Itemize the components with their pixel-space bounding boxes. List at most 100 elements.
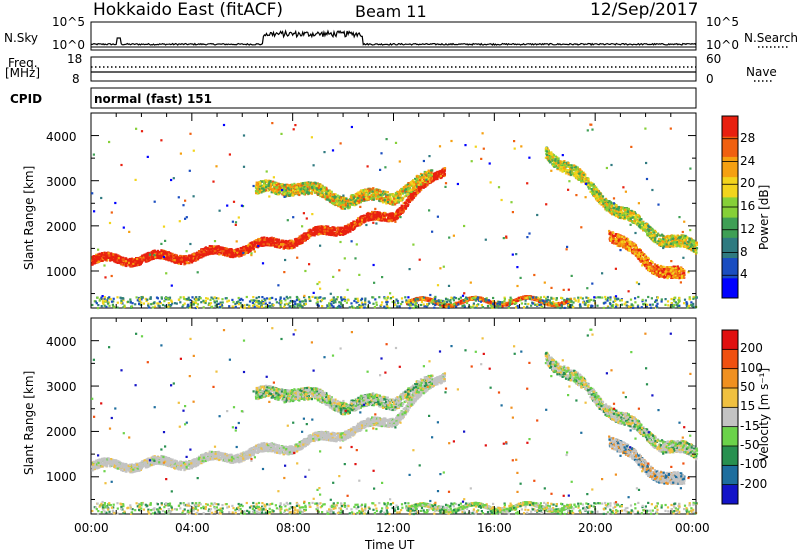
power-point bbox=[368, 190, 370, 192]
power-point bbox=[188, 262, 190, 264]
power-point bbox=[410, 181, 412, 183]
power-point bbox=[419, 179, 421, 181]
power-point bbox=[311, 193, 313, 195]
power-point bbox=[426, 184, 428, 186]
power-point bbox=[382, 213, 384, 215]
power-point bbox=[440, 175, 442, 177]
power-point bbox=[125, 265, 127, 267]
power-point bbox=[287, 240, 289, 242]
power-point bbox=[321, 192, 323, 194]
power-point bbox=[296, 245, 298, 247]
power-point bbox=[397, 209, 399, 211]
power-point bbox=[444, 167, 446, 169]
power-point bbox=[266, 184, 268, 186]
power-point bbox=[351, 226, 353, 228]
power-point bbox=[289, 246, 291, 248]
power-point bbox=[214, 250, 216, 252]
power-point bbox=[371, 194, 373, 196]
power-point bbox=[427, 178, 429, 180]
power-point bbox=[308, 184, 310, 186]
power-point bbox=[357, 224, 359, 226]
power-point bbox=[186, 258, 188, 260]
power-point bbox=[218, 253, 220, 255]
power-point bbox=[93, 255, 95, 257]
power-point bbox=[320, 194, 322, 196]
power-point bbox=[229, 256, 231, 258]
power-point bbox=[198, 251, 200, 253]
power-point bbox=[267, 240, 269, 242]
power-point bbox=[255, 242, 257, 244]
power-point bbox=[224, 253, 226, 255]
power-point bbox=[235, 248, 237, 250]
power-point bbox=[433, 177, 435, 179]
power-point bbox=[128, 264, 130, 266]
power-point bbox=[263, 236, 265, 238]
power-point bbox=[385, 196, 387, 198]
power-point bbox=[344, 230, 346, 232]
power-point bbox=[280, 240, 282, 242]
power-point bbox=[125, 257, 127, 259]
freq-lines bbox=[91, 67, 774, 81]
power-point bbox=[349, 204, 351, 206]
power-scatter bbox=[91, 122, 698, 309]
power-point bbox=[292, 189, 294, 191]
power-point bbox=[355, 199, 357, 201]
power-point bbox=[243, 248, 245, 250]
power-point bbox=[395, 192, 397, 194]
power-point bbox=[349, 206, 351, 208]
power-point bbox=[291, 186, 293, 188]
power-point bbox=[278, 189, 280, 191]
power-point bbox=[399, 190, 401, 192]
power-point bbox=[270, 244, 272, 246]
power-point bbox=[306, 236, 308, 238]
power-point bbox=[420, 183, 422, 185]
power-point bbox=[366, 198, 368, 200]
power-point bbox=[375, 198, 377, 200]
power-point bbox=[421, 177, 423, 179]
power-point bbox=[408, 198, 410, 200]
power-point bbox=[273, 242, 275, 244]
power-point bbox=[337, 228, 339, 230]
power-point bbox=[360, 194, 362, 196]
power-point bbox=[392, 194, 394, 196]
power-point bbox=[356, 219, 358, 221]
power-point bbox=[330, 227, 332, 229]
power-point bbox=[372, 191, 374, 193]
power-point bbox=[120, 263, 122, 265]
power-point bbox=[314, 186, 316, 188]
power-point bbox=[125, 263, 127, 265]
power-point bbox=[323, 189, 325, 191]
power-point bbox=[302, 236, 304, 238]
power-point bbox=[379, 198, 381, 200]
power-point bbox=[129, 258, 131, 260]
power-point bbox=[327, 199, 329, 201]
power-point bbox=[417, 175, 419, 177]
power-point bbox=[372, 187, 374, 189]
power-point bbox=[364, 190, 366, 192]
power-point bbox=[227, 251, 229, 253]
power-point bbox=[412, 196, 414, 198]
power-point bbox=[328, 192, 330, 194]
power-point bbox=[205, 247, 207, 249]
power-point bbox=[122, 258, 124, 260]
power-point bbox=[132, 263, 134, 265]
power-point bbox=[108, 255, 110, 257]
power-point bbox=[331, 202, 333, 204]
power-point bbox=[275, 184, 277, 186]
power-point bbox=[404, 206, 406, 208]
power-point bbox=[298, 194, 300, 196]
power-point bbox=[324, 186, 326, 188]
power-point bbox=[115, 257, 117, 259]
power-point bbox=[295, 187, 297, 189]
power-point bbox=[359, 224, 361, 226]
power-point bbox=[118, 257, 120, 259]
power-point bbox=[109, 260, 111, 262]
power-point bbox=[221, 247, 223, 249]
power-point bbox=[327, 227, 329, 229]
power-point bbox=[397, 201, 399, 203]
power-point bbox=[333, 196, 335, 198]
power-point bbox=[418, 188, 420, 190]
power-point bbox=[103, 257, 105, 259]
power-point bbox=[375, 217, 377, 219]
power-point bbox=[125, 260, 127, 262]
